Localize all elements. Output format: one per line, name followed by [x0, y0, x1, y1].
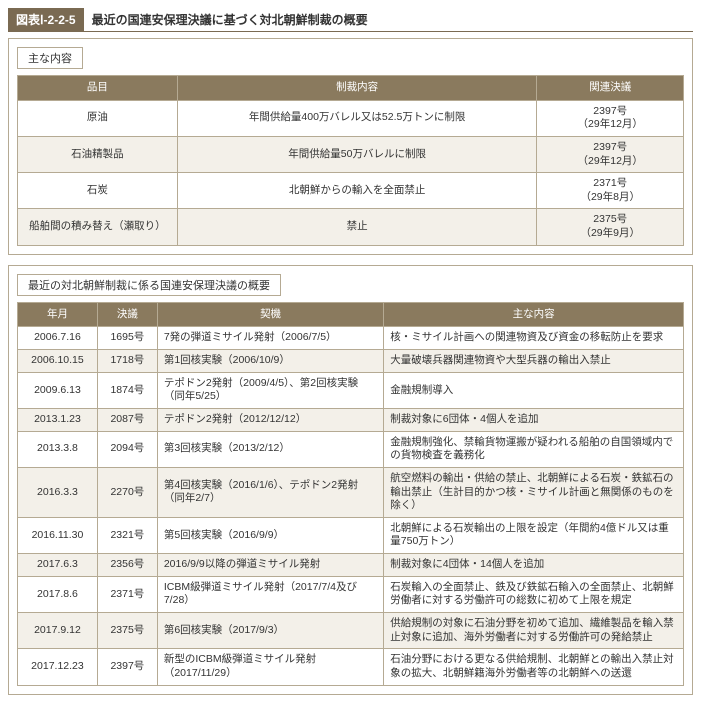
t2-cell-content: 金融規制強化、禁輸貨物運搬が疑われる船舶の自国領域内での貨物検査を義務化 — [384, 431, 684, 467]
t2-cell-trigger: 第6回核実験（2017/9/3） — [157, 613, 383, 649]
table-row: 2017.9.122375号第6回核実験（2017/9/3）供給規制の対象に石油… — [18, 613, 684, 649]
t1-cell-item: 石炭 — [18, 173, 178, 209]
t2-cell-date: 2013.3.8 — [18, 431, 98, 467]
t1-header-content: 制裁内容 — [177, 76, 537, 101]
t2-cell-date: 2009.6.13 — [18, 372, 98, 408]
t2-cell-date: 2016.11.30 — [18, 517, 98, 553]
table-row: 2017.12.232397号新型のICBM級弾道ミサイル発射（2017/11/… — [18, 649, 684, 685]
t1-cell-resolution: 2397号 （29年12月） — [537, 100, 684, 136]
t2-cell-resolution: 1718号 — [97, 350, 157, 373]
t2-cell-resolution: 2087号 — [97, 408, 157, 431]
t2-cell-content: 大量破壊兵器関連物資や大型兵器の輸出入禁止 — [384, 350, 684, 373]
t2-cell-content: 核・ミサイル計画への関連物資及び資金の移転防止を要求 — [384, 327, 684, 350]
t2-header-date: 年月 — [18, 302, 98, 327]
t2-cell-trigger: 7発の弾道ミサイル発射（2006/7/5） — [157, 327, 383, 350]
sanctions-summary-table: 品目 制裁内容 関連決議 原油年間供給量400万バレル又は52.5万トンに制限2… — [17, 75, 684, 246]
table-row: 2016.11.302321号第5回核実験（2016/9/9）北朝鮮による石炭輸… — [18, 517, 684, 553]
t2-cell-date: 2016.3.3 — [18, 467, 98, 517]
table-row: 2016.3.32270号第4回核実験（2016/1/6）、テポドン2発射（同年… — [18, 467, 684, 517]
t2-cell-content: 供給規制の対象に石油分野を初めて追加、繊維製品を輸入禁止対象に追加、海外労働者に… — [384, 613, 684, 649]
t2-cell-date: 2006.7.16 — [18, 327, 98, 350]
table-row: 2013.3.82094号第3回核実験（2013/2/12）金融規制強化、禁輸貨… — [18, 431, 684, 467]
t1-cell-item: 石油精製品 — [18, 136, 178, 172]
figure-tag: 図表Ⅰ-2-2-5 — [8, 8, 84, 32]
t2-header-resolution: 決議 — [97, 302, 157, 327]
table-row: 石炭北朝鮮からの輸入を全面禁止2371号 （29年8月） — [18, 173, 684, 209]
t1-cell-item: 原油 — [18, 100, 178, 136]
t2-cell-trigger: テポドン2発射（2009/4/5）、第2回核実験（同年5/25） — [157, 372, 383, 408]
t1-header-item: 品目 — [18, 76, 178, 101]
t2-cell-content: 北朝鮮による石炭輸出の上限を設定（年間約4億ドル又は重量750万トン） — [384, 517, 684, 553]
t2-cell-resolution: 2375号 — [97, 613, 157, 649]
t2-cell-resolution: 1874号 — [97, 372, 157, 408]
t1-cell-resolution: 2397号 （29年12月） — [537, 136, 684, 172]
table-row: 2013.1.232087号テポドン2発射（2012/12/12）制裁対象に6団… — [18, 408, 684, 431]
t1-header-resolution: 関連決議 — [537, 76, 684, 101]
figure-title-bar: 図表Ⅰ-2-2-5 最近の国連安保理決議に基づく対北朝鮮制裁の概要 — [8, 8, 693, 32]
t2-cell-resolution: 2270号 — [97, 467, 157, 517]
t2-cell-trigger: 第4回核実験（2016/1/6）、テポドン2発射（同年2/7） — [157, 467, 383, 517]
table2-section-label: 最近の対北朝鮮制裁に係る国連安保理決議の概要 — [17, 274, 281, 296]
t1-cell-content: 年間供給量400万バレル又は52.5万トンに制限 — [177, 100, 537, 136]
t2-cell-trigger: テポドン2発射（2012/12/12） — [157, 408, 383, 431]
t2-cell-content: 石油分野における更なる供給規制、北朝鮮との輸出入禁止対象の拡大、北朝鮮籍海外労働… — [384, 649, 684, 685]
resolutions-table: 年月 決議 契機 主な内容 2006.7.161695号7発の弾道ミサイル発射（… — [17, 302, 684, 686]
table-row: 船舶間の積み替え（瀬取り）禁止2375号 （29年9月） — [18, 209, 684, 245]
t2-cell-date: 2013.1.23 — [18, 408, 98, 431]
table2-container: 最近の対北朝鮮制裁に係る国連安保理決議の概要 年月 決議 契機 主な内容 200… — [8, 265, 693, 695]
t1-cell-resolution: 2375号 （29年9月） — [537, 209, 684, 245]
t2-cell-date: 2017.12.23 — [18, 649, 98, 685]
t2-cell-trigger: 第1回核実験（2006/10/9） — [157, 350, 383, 373]
table-row: 2006.7.161695号7発の弾道ミサイル発射（2006/7/5）核・ミサイ… — [18, 327, 684, 350]
figure-title-text: 最近の国連安保理決議に基づく対北朝鮮制裁の概要 — [84, 8, 693, 32]
t2-cell-resolution: 2321号 — [97, 517, 157, 553]
t2-cell-trigger: 2016/9/9以降の弾道ミサイル発射 — [157, 554, 383, 577]
t2-cell-date: 2006.10.15 — [18, 350, 98, 373]
t2-cell-resolution: 2356号 — [97, 554, 157, 577]
t2-cell-content: 航空燃料の輸出・供給の禁止、北朝鮮による石炭・鉄鉱石の輸出禁止（生計目的かつ核・… — [384, 467, 684, 517]
table-row: 2017.6.32356号2016/9/9以降の弾道ミサイル発射制裁対象に4団体… — [18, 554, 684, 577]
t2-header-trigger: 契機 — [157, 302, 383, 327]
t1-cell-content: 北朝鮮からの輸入を全面禁止 — [177, 173, 537, 209]
t2-cell-resolution: 1695号 — [97, 327, 157, 350]
t1-cell-resolution: 2371号 （29年8月） — [537, 173, 684, 209]
table1-section-label: 主な内容 — [17, 47, 83, 69]
t2-cell-content: 制裁対象に6団体・4個人を追加 — [384, 408, 684, 431]
t2-cell-date: 2017.6.3 — [18, 554, 98, 577]
t1-cell-content: 禁止 — [177, 209, 537, 245]
t2-cell-trigger: 第3回核実験（2013/2/12） — [157, 431, 383, 467]
t2-cell-content: 金融規制導入 — [384, 372, 684, 408]
table1-container: 主な内容 品目 制裁内容 関連決議 原油年間供給量400万バレル又は52.5万ト… — [8, 38, 693, 255]
t2-cell-resolution: 2397号 — [97, 649, 157, 685]
t2-cell-content: 制裁対象に4団体・14個人を追加 — [384, 554, 684, 577]
t1-cell-item: 船舶間の積み替え（瀬取り） — [18, 209, 178, 245]
table-row: 2006.10.151718号第1回核実験（2006/10/9）大量破壊兵器関連… — [18, 350, 684, 373]
table-row: 原油年間供給量400万バレル又は52.5万トンに制限2397号 （29年12月） — [18, 100, 684, 136]
t2-cell-resolution: 2094号 — [97, 431, 157, 467]
table-row: 2009.6.131874号テポドン2発射（2009/4/5）、第2回核実験（同… — [18, 372, 684, 408]
t2-cell-trigger: 新型のICBM級弾道ミサイル発射（2017/11/29） — [157, 649, 383, 685]
t2-header-content: 主な内容 — [384, 302, 684, 327]
t1-cell-content: 年間供給量50万バレルに制限 — [177, 136, 537, 172]
t2-cell-trigger: 第5回核実験（2016/9/9） — [157, 517, 383, 553]
table-row: 石油精製品年間供給量50万バレルに制限2397号 （29年12月） — [18, 136, 684, 172]
t2-cell-date: 2017.9.12 — [18, 613, 98, 649]
